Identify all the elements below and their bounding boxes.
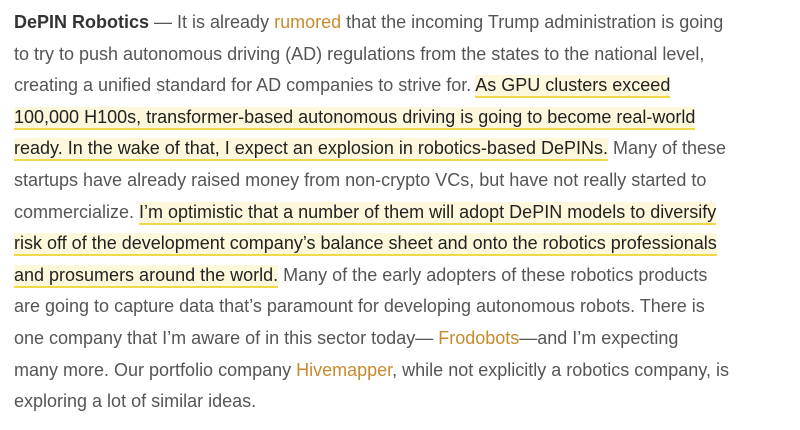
text-line: startups have already raised money from … [14,165,729,197]
link-hivemapper[interactable]: Hivemapper [296,359,393,380]
body-text: many more. Our portfolio company [14,359,297,380]
text-line: commercialize. I’m optimistic that a num… [14,197,729,229]
body-text: —and I’m expecting [519,327,679,348]
body-text: startups have already raised money from … [14,169,707,190]
body-text: are going to capture data that’s paramou… [14,296,705,317]
body-text: one company that I’m aware of in this se… [14,327,439,348]
text-line: one company that I’m aware of in this se… [14,323,729,355]
text-line: many more. Our portfolio company Hivemap… [14,355,729,387]
text-line: and prosumers around the world. Many of … [14,260,729,292]
text-line: DePIN Robotics — It is already rumored t… [14,7,729,39]
highlighted-text: and prosumers around the world. [14,264,279,288]
link-frodobots[interactable]: Frodobots [438,327,520,348]
body-text: to try to push autonomous driving (AD) r… [14,43,705,64]
article-paragraph: DePIN Robotics — It is already rumored t… [14,7,729,418]
body-text: exploring a lot of similar ideas. [14,391,257,412]
text-line: creating a unified standard for AD compa… [14,70,729,102]
body-text: commercialize. [14,201,140,222]
text-line: 100,000 H100s, transformer-based autonom… [14,102,729,134]
text-line: are going to capture data that’s paramou… [14,291,729,323]
text-line: to try to push autonomous driving (AD) r… [14,39,729,71]
highlighted-text: risk off of the development company’s ba… [14,233,717,257]
body-text: that the incoming Trump administration i… [341,12,724,32]
highlighted-text: As GPU clusters exceed [475,75,671,99]
highlighted-text: I’m optimistic that a number of them wil… [139,201,717,225]
body-text: — It is already [149,12,275,32]
section-heading: DePIN Robotics [14,12,150,32]
text-line: ready. In the wake of that, I expect an … [14,133,729,165]
highlighted-text: 100,000 H100s, transformer-based autonom… [14,106,696,130]
body-text: Many of the early adopters of these robo… [278,264,708,285]
body-text: Many of these [608,138,727,159]
text-line: exploring a lot of similar ideas. [14,386,729,418]
body-text: creating a unified standard for AD compa… [14,75,476,96]
highlighted-text: ready. In the wake of that, I expect an … [14,138,608,162]
body-text: , while not explicitly a robotics compan… [392,359,729,380]
text-line: risk off of the development company’s ba… [14,228,729,260]
link-rumored[interactable]: rumored [274,12,342,32]
